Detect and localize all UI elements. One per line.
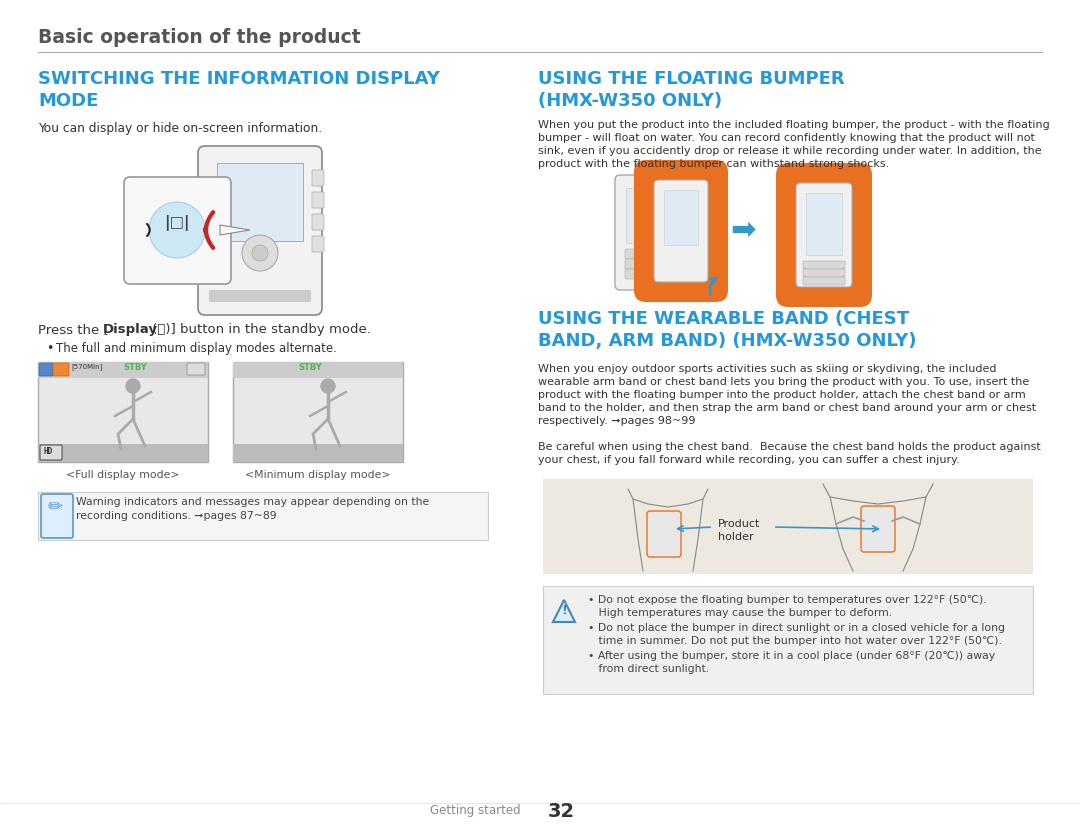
Text: (Ⓣ)] button in the standby mode.: (Ⓣ)] button in the standby mode. bbox=[148, 323, 370, 336]
Text: • After using the bumper, store it in a cool place (under 68°F (20℃)) away: • After using the bumper, store it in a … bbox=[588, 651, 995, 661]
Text: Press the [: Press the [ bbox=[38, 323, 109, 336]
FancyBboxPatch shape bbox=[647, 511, 681, 557]
Bar bbox=[38, 444, 208, 462]
Text: Product
holder: Product holder bbox=[718, 519, 760, 542]
Circle shape bbox=[149, 202, 205, 258]
Text: SWITCHING THE INFORMATION DISPLAY: SWITCHING THE INFORMATION DISPLAY bbox=[38, 70, 440, 88]
Bar bbox=[217, 163, 303, 241]
Bar bbox=[233, 444, 403, 462]
FancyBboxPatch shape bbox=[804, 277, 845, 285]
Text: |□|: |□| bbox=[164, 215, 190, 231]
FancyBboxPatch shape bbox=[41, 494, 73, 538]
FancyBboxPatch shape bbox=[796, 183, 852, 287]
Text: wearable arm band or chest band lets you bring the product with you. To use, ins: wearable arm band or chest band lets you… bbox=[538, 377, 1029, 387]
Text: ✏: ✏ bbox=[48, 498, 63, 516]
FancyBboxPatch shape bbox=[777, 163, 872, 307]
FancyBboxPatch shape bbox=[625, 249, 677, 259]
Text: BAND, ARM BAND) (HMX-W350 ONLY): BAND, ARM BAND) (HMX-W350 ONLY) bbox=[538, 332, 917, 350]
Text: <Minimum display mode>: <Minimum display mode> bbox=[245, 470, 391, 480]
FancyBboxPatch shape bbox=[312, 192, 324, 208]
Polygon shape bbox=[553, 600, 575, 622]
Text: from direct sunlight.: from direct sunlight. bbox=[588, 664, 710, 674]
Text: HD: HD bbox=[43, 447, 52, 456]
Bar bbox=[210, 290, 311, 302]
Text: ➡: ➡ bbox=[730, 215, 756, 244]
Text: <Full display mode>: <Full display mode> bbox=[66, 470, 179, 480]
FancyBboxPatch shape bbox=[53, 363, 69, 376]
FancyBboxPatch shape bbox=[187, 363, 205, 375]
Text: 32: 32 bbox=[548, 802, 576, 821]
Text: band to the holder, and then strap the arm band or chest band around your arm or: band to the holder, and then strap the a… bbox=[538, 403, 1036, 413]
Text: High temperatures may cause the bumper to deform.: High temperatures may cause the bumper t… bbox=[588, 608, 892, 618]
FancyBboxPatch shape bbox=[625, 259, 677, 269]
FancyBboxPatch shape bbox=[312, 214, 324, 230]
Bar bbox=[664, 190, 698, 245]
Text: respectively. ➞pages 98~99: respectively. ➞pages 98~99 bbox=[538, 416, 696, 426]
FancyBboxPatch shape bbox=[39, 363, 53, 376]
Text: bumper - will float on water. You can record confidently knowing that the produc: bumper - will float on water. You can re… bbox=[538, 133, 1035, 143]
Bar bbox=[543, 586, 1032, 694]
Text: USING THE WEARABLE BAND (CHEST: USING THE WEARABLE BAND (CHEST bbox=[538, 310, 909, 328]
Text: When you enjoy outdoor sports activities such as skiing or skydiving, the includ: When you enjoy outdoor sports activities… bbox=[538, 364, 997, 374]
Circle shape bbox=[126, 379, 140, 393]
FancyBboxPatch shape bbox=[312, 236, 324, 252]
Circle shape bbox=[321, 379, 335, 393]
Text: STBY: STBY bbox=[298, 363, 322, 372]
Text: product with the floating bumper into the product holder, attach the chest band : product with the floating bumper into th… bbox=[538, 390, 1026, 400]
Text: (HMX-W350 ONLY): (HMX-W350 ONLY) bbox=[538, 92, 723, 110]
Bar bbox=[38, 362, 208, 462]
Text: !: ! bbox=[562, 604, 567, 617]
FancyBboxPatch shape bbox=[654, 180, 708, 282]
Text: You can display or hide on-screen information.: You can display or hide on-screen inform… bbox=[38, 122, 322, 135]
Text: Warning indicators and messages may appear depending on the
recording conditions: Warning indicators and messages may appe… bbox=[76, 497, 429, 521]
Text: The full and minimum display modes alternate.: The full and minimum display modes alter… bbox=[56, 342, 337, 355]
Text: Basic operation of the product: Basic operation of the product bbox=[38, 28, 361, 47]
FancyBboxPatch shape bbox=[804, 269, 845, 277]
Text: MODE: MODE bbox=[38, 92, 98, 110]
Bar bbox=[38, 362, 208, 378]
Bar bbox=[806, 193, 842, 255]
FancyBboxPatch shape bbox=[625, 269, 677, 279]
FancyBboxPatch shape bbox=[312, 170, 324, 186]
Circle shape bbox=[242, 235, 278, 271]
Text: your chest, if you fall forward while recording, you can suffer a chest injury.: your chest, if you fall forward while re… bbox=[538, 455, 960, 465]
Circle shape bbox=[252, 245, 268, 261]
Text: USING THE FLOATING BUMPER: USING THE FLOATING BUMPER bbox=[538, 70, 845, 88]
FancyBboxPatch shape bbox=[861, 506, 895, 552]
Polygon shape bbox=[220, 225, 249, 235]
Bar bbox=[543, 479, 1032, 574]
FancyBboxPatch shape bbox=[124, 177, 231, 284]
Text: •: • bbox=[46, 342, 53, 355]
Bar bbox=[233, 362, 403, 378]
Text: Display: Display bbox=[103, 323, 158, 336]
Text: [570Min]: [570Min] bbox=[71, 363, 103, 370]
Bar bbox=[626, 188, 676, 243]
Bar bbox=[38, 492, 488, 540]
Text: • Do not expose the floating bumper to temperatures over 122°F (50℃).: • Do not expose the floating bumper to t… bbox=[588, 595, 987, 605]
FancyBboxPatch shape bbox=[804, 261, 845, 269]
Text: sink, even if you accidently drop or release it while recording under water. In : sink, even if you accidently drop or rel… bbox=[538, 146, 1041, 156]
Text: STBY: STBY bbox=[123, 363, 147, 372]
Text: product with the floating bumper can withstand strong shocks.: product with the floating bumper can wit… bbox=[538, 159, 889, 169]
Bar bbox=[233, 362, 403, 462]
Text: time in summer. Do not put the bumper into hot water over 122°F (50℃).: time in summer. Do not put the bumper in… bbox=[588, 636, 1002, 646]
Text: When you put the product into the included floating bumper, the product - with t: When you put the product into the includ… bbox=[538, 120, 1050, 130]
FancyBboxPatch shape bbox=[634, 160, 728, 302]
Text: Be careful when using the chest band.  Because the chest band holds the product : Be careful when using the chest band. Be… bbox=[538, 442, 1041, 452]
FancyBboxPatch shape bbox=[40, 445, 62, 460]
FancyBboxPatch shape bbox=[615, 175, 687, 290]
Text: • Do not place the bumper in direct sunlight or in a closed vehicle for a long: • Do not place the bumper in direct sunl… bbox=[588, 623, 1005, 633]
FancyBboxPatch shape bbox=[198, 146, 322, 315]
Text: Getting started: Getting started bbox=[430, 804, 521, 817]
